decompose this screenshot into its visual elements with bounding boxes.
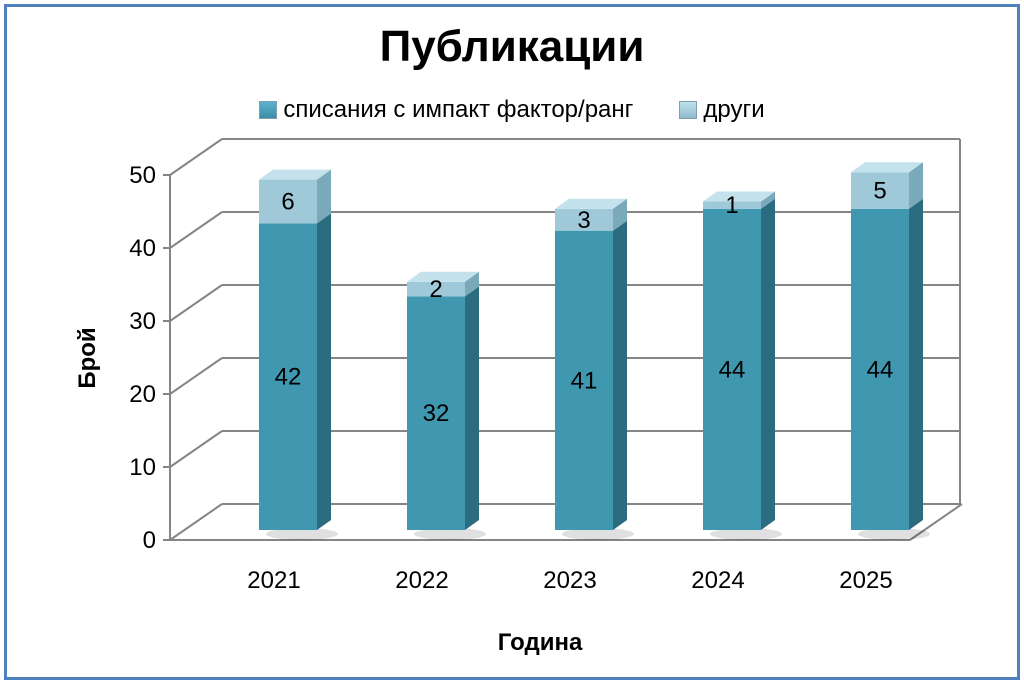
bar-segment-series-1	[851, 208, 909, 531]
legend-label-series-2: други	[703, 96, 765, 123]
gridline-diagonal	[169, 430, 223, 468]
bar-top	[703, 191, 775, 202]
bar-segment-series-1	[555, 230, 613, 530]
bar-segment-series-2	[555, 208, 613, 231]
legend-swatch-series-2	[679, 101, 698, 119]
bar-side-series-2	[761, 191, 775, 209]
y-axis-title: Брой	[74, 327, 101, 388]
x-tick-label: 2021	[247, 567, 300, 594]
bar-side-series-2	[909, 162, 923, 209]
data-label-series-2: 6	[281, 189, 294, 216]
gridline-diagonal	[169, 211, 223, 249]
data-label-series-1: 41	[571, 367, 598, 394]
bar-shadow	[858, 528, 930, 540]
bar-segment-series-2	[259, 179, 317, 224]
data-label-series-1: 44	[719, 356, 746, 383]
data-label-series-2: 5	[873, 178, 886, 205]
x-tick-label: 2022	[395, 567, 448, 594]
gridline-diagonal	[169, 357, 223, 395]
bar-side-series-1	[909, 198, 923, 531]
data-label-series-2: 3	[577, 207, 590, 234]
bar-top	[555, 198, 627, 209]
bar-side-series-1	[465, 286, 479, 530]
bar-top	[259, 169, 331, 180]
x-tick-label: 2025	[839, 567, 892, 594]
x-axis-title: Година	[498, 629, 583, 656]
gridline-diagonal	[169, 503, 223, 541]
bar-shadow	[562, 528, 634, 540]
y-tick-label: 0	[143, 527, 156, 554]
legend-swatch-series-1	[259, 101, 278, 119]
bar-top	[407, 271, 479, 282]
bar-segment-series-2	[703, 201, 761, 209]
bar-shadow	[414, 528, 486, 540]
data-label-series-1: 42	[275, 364, 302, 391]
legend-item-series-1: списания с импакт фактор/ранг	[259, 96, 633, 124]
gridline-diagonal	[169, 138, 223, 176]
gridline-diagonal	[169, 284, 223, 322]
bar-side-series-1	[613, 220, 627, 530]
chart-title: Публикации	[379, 22, 645, 71]
chart-frame	[4, 4, 1020, 680]
y-tick-label: 20	[129, 381, 156, 408]
bar-shadow	[710, 528, 782, 540]
y-tick-label: 10	[129, 454, 156, 481]
data-label-series-1: 32	[423, 400, 450, 427]
legend-item-series-2: други	[679, 96, 765, 124]
bar-side-series-2	[465, 271, 479, 297]
x-tick-label: 2024	[691, 567, 744, 594]
bar-side-series-2	[613, 198, 627, 231]
y-tick-label: 40	[129, 235, 156, 262]
bar-side-series-2	[317, 169, 331, 224]
bar-segment-series-1	[407, 296, 465, 530]
bar-shadow	[266, 528, 338, 540]
legend: списания с импакт фактор/ранг други	[0, 96, 1024, 124]
y-tick-label: 50	[129, 162, 156, 189]
bar-side-series-1	[317, 213, 331, 530]
data-label-series-1: 44	[867, 356, 894, 383]
floor-right-edge	[909, 503, 963, 541]
bar-segment-series-1	[259, 223, 317, 530]
bar-segment-series-2	[407, 281, 465, 297]
data-label-series-2: 2	[429, 276, 442, 303]
bar-top	[851, 162, 923, 173]
x-tick-label: 2023	[543, 567, 596, 594]
bar-segment-series-2	[851, 172, 909, 209]
y-tick-label: 30	[129, 308, 156, 335]
legend-label-series-1: списания с импакт фактор/ранг	[283, 96, 634, 123]
bar-side-series-1	[761, 198, 775, 531]
bar-segment-series-1	[703, 208, 761, 531]
data-label-series-2: 1	[725, 192, 738, 219]
